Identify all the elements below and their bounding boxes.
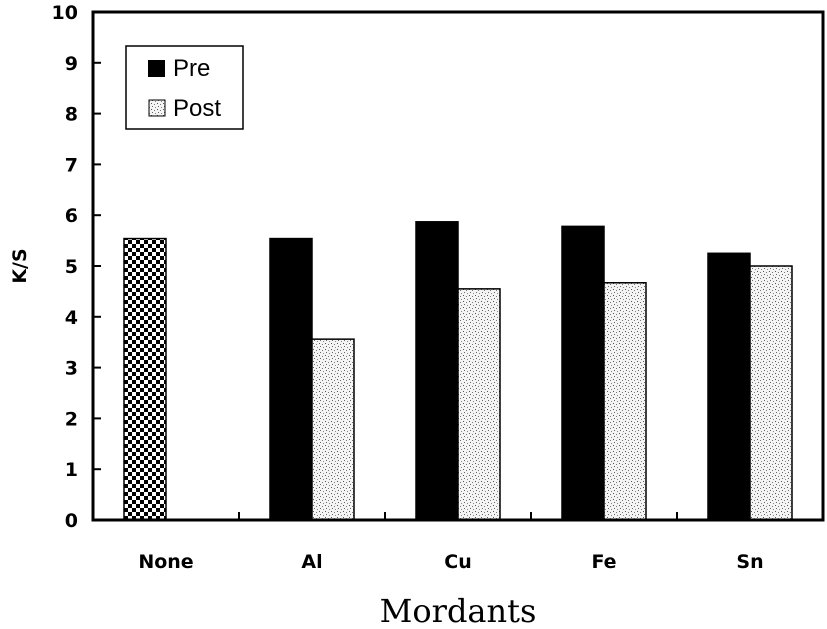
bar-post-Al [311,338,355,521]
y-tick-label: 2 [65,408,78,430]
legend-swatch-post [148,99,166,117]
y-tick-label: 7 [65,154,78,176]
x-tick-label: Sn [736,551,763,573]
y-tick-label: 6 [65,205,78,227]
x-tick-label: Fe [591,551,616,573]
bar-pre-Al [269,237,313,521]
bar-post-Fe [603,282,647,521]
bar-control-None [123,237,167,521]
bar-post-Cu [457,288,501,521]
y-tick-label: 9 [65,53,78,75]
legend-swatch-pre [148,60,165,77]
bar-post-Sn [749,265,793,521]
bar-pre-Fe [561,225,605,521]
y-tick-label: 10 [52,2,78,24]
legend-label-pre: Pre [173,55,210,82]
legend: Pre Post [125,45,244,130]
y-tick-label: 8 [65,104,78,126]
y-tick-label: 5 [65,256,78,278]
y-axis-label: K/S [9,248,31,283]
y-tick-label: 4 [65,307,78,329]
legend-frame [125,45,244,130]
x-tick-label: Cu [444,551,471,573]
y-tick-label: 0 [65,510,78,532]
y-tick-label: 1 [65,459,78,481]
bar-pre-Cu [415,221,459,521]
x-axis-label: Mordants [380,592,537,629]
bar-pre-Sn [707,252,751,521]
legend-label-post: Post [173,95,221,122]
x-tick-label: None [138,551,193,573]
x-tick-label: Al [301,551,322,573]
y-tick-label: 3 [65,358,78,380]
